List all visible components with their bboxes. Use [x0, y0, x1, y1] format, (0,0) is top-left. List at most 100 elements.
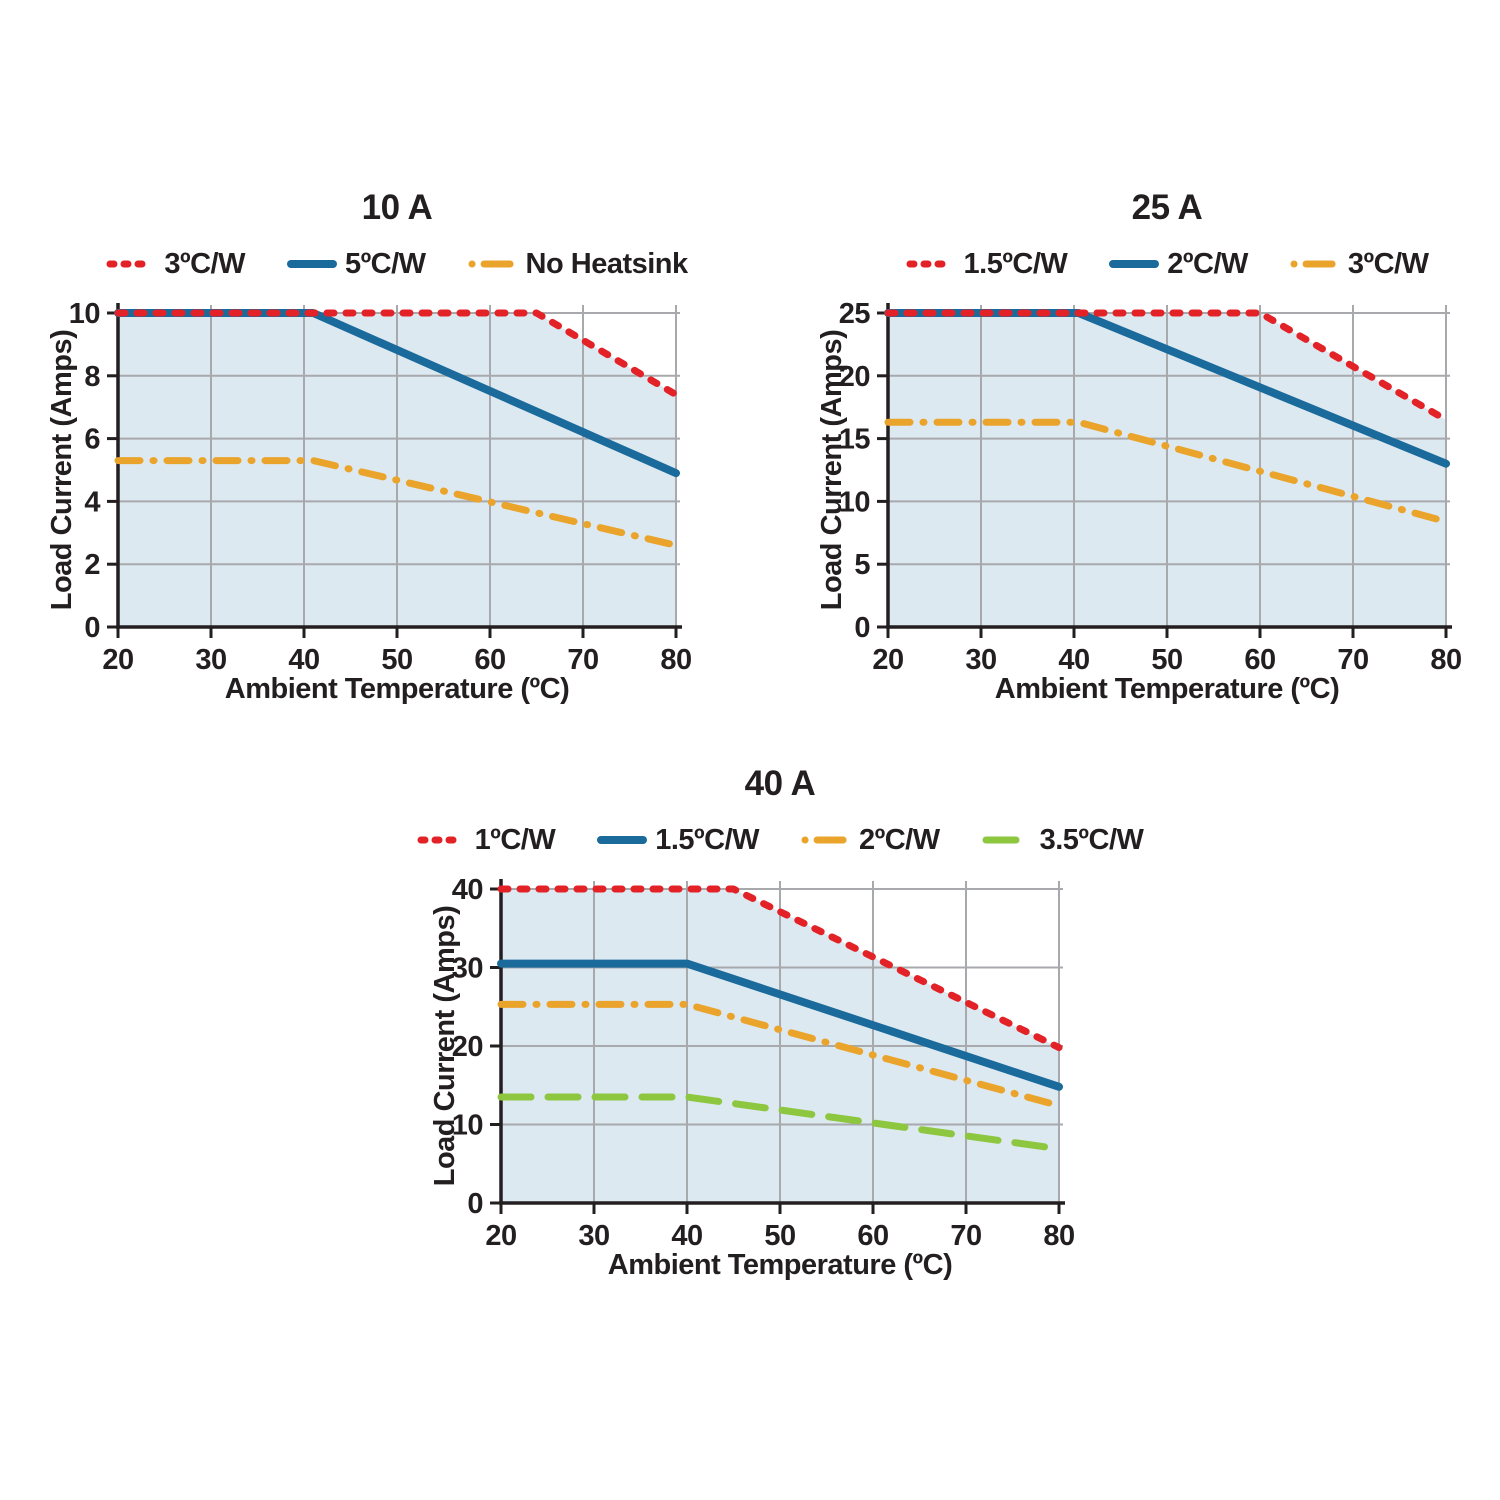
legend-swatch-dashed-icon	[982, 836, 1032, 844]
chart-plot: 20 30 40 50 60 70 80 0 5 10 15 20 25	[839, 298, 1462, 676]
x-tick-label: 20	[485, 1220, 516, 1252]
y-tick-label: 4	[84, 486, 100, 518]
x-tick-label: 70	[1337, 644, 1368, 676]
chart-25a: 25 A 1.5ºC/W 2ºC/W 3ºC/W 20 30 40 50 60 70 80 0 5 1…	[790, 185, 1500, 715]
legend-swatch-solid-icon	[286, 260, 337, 268]
x-tick-label: 70	[567, 644, 598, 676]
chart-10a: 10 A 3ºC/W 5ºC/W No Heatsink 20 30 40 50 60 70 8…	[20, 185, 730, 715]
tick-labels: 20 30 40 50 60 70 80 0 5 10 15 20 25	[839, 298, 1462, 676]
axes	[490, 879, 1065, 1214]
chart-legend: 1ºC/W 1.5ºC/W 2ºC/W 3.5ºC/W	[417, 821, 1144, 859]
x-tick-label: 80	[660, 644, 691, 676]
y-tick-label: 8	[84, 361, 100, 393]
y-axis-title: Load Current (Amps)	[46, 329, 78, 611]
y-tick-label: 10	[69, 298, 100, 330]
x-tick-label: 40	[671, 1220, 702, 1252]
x-tick-label: 60	[857, 1220, 888, 1252]
legend-label: 3ºC/W	[1347, 247, 1429, 280]
legend-label: 5ºC/W	[344, 247, 426, 280]
series-line-no-heatsink	[114, 457, 680, 549]
legend-label: 3ºC/W	[164, 247, 245, 280]
chart-legend: 1.5ºC/W 2ºC/W 3ºC/W	[888, 245, 1446, 283]
x-tick-label: 50	[764, 1220, 795, 1252]
legend-item: 1.5ºC/W	[906, 248, 1068, 281]
x-axis-title: Ambient Temperature (ºC)	[607, 1249, 953, 1281]
y-tick-label: 0	[84, 612, 100, 644]
legend-swatch-dotted-icon	[906, 260, 956, 268]
x-tick-label: 80	[1430, 644, 1461, 676]
legend-swatch-solid-icon	[1109, 260, 1160, 268]
legend-label: No Heatsink	[525, 247, 689, 280]
chart-title: 10 A	[361, 188, 433, 227]
legend-item: 3.5ºC/W	[982, 824, 1144, 857]
y-tick-label: 0	[854, 612, 870, 644]
legend-swatch-dotted-icon	[106, 260, 156, 268]
x-axis-title: Ambient Temperature (ºC)	[994, 673, 1340, 705]
legend-swatch-dashdot-icon	[1290, 260, 1340, 268]
legend-label: 2ºC/W	[859, 823, 940, 856]
x-tick-label: 30	[195, 644, 226, 676]
x-tick-label: 20	[102, 644, 133, 676]
legend-item: No Heatsink	[468, 248, 688, 281]
y-tick-label: 5	[854, 549, 870, 581]
y-tick-label: 15	[839, 424, 871, 456]
series-line-3.5-c-w	[497, 1093, 1063, 1153]
x-tick-label: 30	[578, 1220, 609, 1252]
series-line-1-c-w	[497, 885, 1063, 1052]
chart-legend: 3ºC/W 5ºC/W No Heatsink	[106, 245, 688, 283]
chart-plot: 20 30 40 50 60 70 80 0 10 20 30 40	[452, 874, 1075, 1252]
legend-label: 3.5ºC/W	[1039, 823, 1144, 856]
chart-plot: 20 30 40 50 60 70 80 0 2 4 6 8 10	[69, 298, 692, 676]
x-tick-label: 50	[381, 644, 412, 676]
x-tick-label: 80	[1043, 1220, 1074, 1252]
chart-40a: 40 A 1ºC/W 1.5ºC/W 2ºC/W 3.5ºC/W 20 30 40 50 60…	[403, 761, 1144, 1291]
series-line-3-c-w	[114, 309, 680, 399]
y-tick-label: 6	[84, 424, 100, 456]
legend-label: 2ºC/W	[1167, 247, 1248, 280]
chart-title: 25 A	[1131, 188, 1203, 227]
y-tick-label: 2	[84, 549, 100, 581]
series-line-1.5-c-w	[884, 309, 1450, 424]
x-tick-label: 20	[872, 644, 903, 676]
axes	[107, 303, 682, 638]
x-tick-label: 60	[1244, 644, 1275, 676]
y-tick-label: 10	[452, 1110, 483, 1142]
legend-swatch-dashdot-icon	[468, 260, 518, 268]
tick-labels: 20 30 40 50 60 70 80 0 10 20 30 40	[452, 874, 1075, 1252]
gridlines	[888, 305, 1450, 627]
legend-swatch-solid-icon	[597, 836, 648, 844]
legend-item: 1ºC/W	[417, 824, 556, 857]
y-tick-label: 10	[839, 486, 870, 518]
y-tick-label: 20	[839, 361, 870, 393]
series-line-1.5-c-w	[497, 959, 1063, 1091]
x-tick-label: 30	[965, 644, 996, 676]
x-tick-label: 40	[288, 644, 319, 676]
legend-label: 1.5ºC/W	[655, 823, 759, 856]
legend-item: 2ºC/W	[1109, 248, 1248, 281]
x-tick-label: 50	[1151, 644, 1182, 676]
legend-swatch-dotted-icon	[417, 836, 467, 844]
x-tick-label: 70	[950, 1220, 981, 1252]
y-tick-label: 40	[452, 874, 483, 906]
x-tick-label: 40	[1058, 644, 1089, 676]
legend-item: 2ºC/W	[801, 824, 940, 857]
x-tick-label: 60	[474, 644, 505, 676]
legend-swatch-dashdot-icon	[801, 836, 851, 844]
tick-labels: 20 30 40 50 60 70 80 0 2 4 6 8 10	[69, 298, 692, 676]
legend-item: 1.5ºC/W	[597, 824, 759, 857]
y-tick-label: 0	[467, 1188, 483, 1220]
legend-item: 5ºC/W	[286, 247, 426, 281]
y-axis-title: Load Current (Amps)	[816, 329, 848, 611]
legend-item: 3ºC/W	[1290, 248, 1429, 281]
legend-label: 1ºC/W	[474, 823, 556, 856]
y-tick-label: 25	[839, 298, 871, 330]
x-axis-title: Ambient Temperature (ºC)	[224, 673, 570, 705]
chart-title: 40 A	[744, 764, 816, 803]
legend-item: 3ºC/W	[106, 248, 245, 281]
series-line-2-c-w	[497, 1000, 1063, 1110]
y-axis-title: Load Current (Amps)	[429, 905, 461, 1187]
y-tick-label: 30	[452, 953, 483, 985]
legend-label: 1.5ºC/W	[963, 247, 1068, 280]
y-tick-label: 20	[452, 1031, 483, 1063]
